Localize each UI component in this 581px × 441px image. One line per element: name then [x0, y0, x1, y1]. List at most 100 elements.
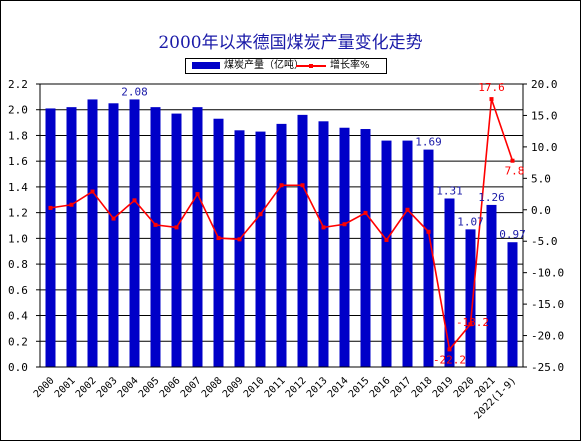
legend-label-growth: 增长率%: [330, 60, 370, 71]
growth-point-2011: [279, 183, 284, 188]
growth-point-2007: [195, 192, 200, 197]
bar-2010: [255, 131, 266, 367]
category-label-2008: 2008: [200, 375, 225, 400]
category-label-2012: 2012: [284, 375, 309, 400]
growth-point-2015: [363, 210, 368, 215]
growth-point-2002: [90, 189, 95, 194]
category-label-2003: 2003: [95, 375, 120, 400]
chart-title: 2000年以来德国煤炭产量变化走势: [158, 33, 423, 53]
growth-point-2001: [69, 202, 74, 207]
left-tick-label: 0.8: [8, 258, 28, 271]
bar-value-label: 1.07: [457, 215, 484, 228]
right-tick-label: -5.0: [531, 235, 558, 248]
right-tick-label: 5.0: [531, 172, 551, 185]
bar-2007: [192, 107, 203, 368]
growth-point-2013: [321, 225, 326, 230]
bar-2019: [444, 198, 455, 367]
right-tick-label: 20.0: [531, 78, 558, 91]
bar-2012: [297, 114, 308, 367]
bar-2009: [234, 130, 245, 367]
category-label-2016: 2016: [368, 375, 393, 400]
left-tick-label: 1.6: [8, 155, 28, 168]
growth-value-label: -18.2: [456, 316, 489, 329]
right-tick-label: 0.0: [531, 204, 551, 217]
growth-point-2014: [342, 222, 347, 227]
bar-2011: [276, 123, 287, 367]
left-tick-label: 0.0: [8, 361, 28, 374]
left-tick-label: 1.8: [8, 129, 28, 142]
category-label-2011: 2011: [263, 375, 288, 400]
category-label-2017: 2017: [389, 375, 414, 400]
bar-2008: [213, 118, 224, 368]
left-tick-label: 1.2: [8, 207, 28, 220]
bar-2021: [486, 204, 497, 367]
growth-value-label: 17.6: [478, 81, 505, 94]
bar-2020: [465, 229, 476, 367]
bar-series: [45, 99, 518, 368]
bar-2006: [171, 113, 182, 367]
legend-item-production: 煤炭产量（亿吨）: [192, 59, 304, 73]
category-label-2005: 2005: [137, 375, 162, 400]
right-tick-label: 10.0: [531, 141, 558, 154]
category-label-2002: 2002: [74, 375, 99, 400]
category-label-2001: 2001: [53, 375, 78, 400]
category-label-2013: 2013: [305, 375, 330, 400]
left-tick-label: 2.0: [8, 104, 28, 117]
growth-point-2008: [216, 236, 221, 241]
bar-2015: [360, 129, 371, 367]
growth-point-2017: [405, 207, 410, 212]
growth-point-2000: [48, 205, 53, 210]
legend-label-production: 煤炭产量（亿吨）: [224, 60, 304, 71]
growth-point-2018: [426, 229, 431, 234]
right-tick-label: -15.0: [531, 298, 564, 311]
bar-2003: [108, 103, 119, 367]
category-label-2014: 2014: [326, 375, 351, 400]
growth-point-2003: [111, 216, 116, 221]
growth-point-2005: [153, 222, 158, 227]
growth-point-2021: [489, 97, 494, 102]
growth-point-2019: [447, 347, 452, 352]
category-label-2009: 2009: [221, 375, 246, 400]
category-label-2006: 2006: [158, 375, 183, 400]
growth-point-2010: [258, 212, 263, 217]
bar-value-label: 0.97: [499, 228, 526, 241]
data-labels: 2.08 1.69 1.31 1.07 1.26 0.97 -22.2 -18.2 17.6 7.…: [121, 81, 526, 366]
legend-swatch-bar: [192, 61, 220, 69]
left-tick-label: 0.4: [8, 310, 28, 323]
legend-item-growth: 增长率%: [296, 59, 370, 73]
growth-point-2004: [132, 198, 137, 203]
right-tick-label: -25.0: [531, 361, 564, 374]
category-label-2000: 2000: [32, 375, 57, 400]
bar-2018: [423, 149, 434, 367]
bar-2022(1-9): [507, 242, 518, 367]
bar-2005: [150, 107, 161, 368]
category-label-2018: 2018: [410, 375, 435, 400]
right-tick-label: -10.0: [531, 267, 564, 280]
category-label-2007: 2007: [179, 375, 204, 400]
growth-point-2009: [237, 237, 242, 242]
growth-point-2022(1-9): [510, 158, 515, 163]
right-tick-label: -20.0: [531, 330, 564, 343]
legend-swatch-line: [296, 62, 326, 69]
bar-2001: [66, 107, 77, 368]
right-tick-label: 15.0: [531, 109, 558, 122]
category-label-2010: 2010: [242, 375, 267, 400]
category-label-2004: 2004: [116, 375, 141, 400]
left-tick-label: 0.2: [8, 335, 28, 348]
bar-2017: [402, 140, 413, 367]
category-label-2015: 2015: [347, 375, 372, 400]
growth-value-label: 7.8: [505, 165, 525, 178]
bar-2016: [381, 140, 392, 367]
chart-legend: 煤炭产量（亿吨） 增长率%: [185, 58, 387, 74]
bar-2013: [318, 121, 329, 368]
left-tick-label: 2.2: [8, 78, 28, 91]
bar-2000: [45, 108, 56, 367]
left-tick-label: 1.4: [8, 181, 28, 194]
bar-2004: [129, 99, 140, 367]
bar-value-label: 1.31: [436, 184, 463, 197]
category-label-2019: 2019: [431, 375, 456, 400]
category-label-2020: 2020: [452, 375, 477, 400]
bar-2014: [339, 127, 350, 368]
growth-point-2006: [174, 225, 179, 230]
